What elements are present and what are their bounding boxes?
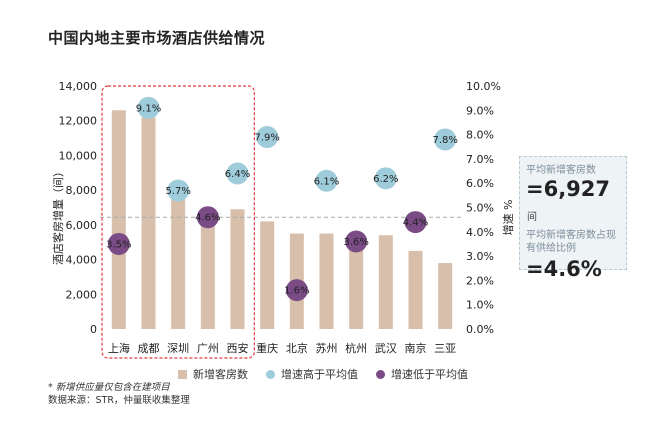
bar-广州 bbox=[200, 216, 215, 329]
growth-label-北京: 1.6% bbox=[284, 286, 309, 297]
avg-ratio-label: 平均新增客房数占现有供给比例 bbox=[526, 230, 616, 254]
x-tick-label: 上海 bbox=[108, 341, 130, 355]
y2-tick-label: 8.0% bbox=[466, 129, 494, 142]
growth-label-杭州: 3.6% bbox=[343, 237, 368, 248]
x-tick-label: 北京 bbox=[286, 341, 308, 355]
growth-label-三亚: 7.8% bbox=[432, 135, 457, 146]
bar-深圳 bbox=[171, 198, 186, 329]
x-tick-label: 武汉 bbox=[375, 342, 397, 355]
growth-bubble-北京 bbox=[285, 279, 308, 302]
x-tick-label: 南京 bbox=[405, 341, 427, 355]
growth-label-重庆: 7.9% bbox=[254, 133, 279, 144]
growth-label-上海: 3.5% bbox=[106, 239, 131, 250]
legend-swatch-bars bbox=[178, 369, 187, 379]
bar-上海 bbox=[111, 110, 126, 329]
growth-label-苏州: 6.1% bbox=[314, 176, 339, 187]
growth-bubble-武汉 bbox=[374, 167, 397, 190]
growth-label-广州: 4.6% bbox=[195, 213, 220, 224]
chart-title: 中国内地主要市场酒店供给情况 bbox=[48, 29, 266, 47]
avg-rooms-unit: 间 bbox=[527, 212, 537, 223]
growth-bubble-苏州 bbox=[315, 169, 338, 192]
y2-tick-label: 2.0% bbox=[466, 274, 494, 287]
y2-tick-label: 4.0% bbox=[466, 226, 494, 239]
y-tick-label: 14,000 bbox=[59, 80, 98, 93]
avg-ratio-value: =4.6% bbox=[526, 257, 602, 281]
x-tick-label: 西安 bbox=[227, 341, 249, 355]
growth-label-成都: 9.1% bbox=[136, 103, 161, 114]
x-tick-label: 苏州 bbox=[316, 342, 338, 355]
y-tick-label: 8,000 bbox=[66, 184, 98, 197]
y-tick-label: 4,000 bbox=[66, 254, 98, 267]
x-tick-label: 成都 bbox=[138, 342, 160, 355]
bar-成都 bbox=[141, 117, 156, 329]
growth-bubble-杭州 bbox=[345, 230, 368, 253]
y-tick-label: 12,000 bbox=[59, 115, 98, 128]
avg-rooms-number: =6,927 bbox=[526, 177, 611, 201]
footnote-scope: * 新增供应量仅包含在建项目 bbox=[48, 382, 170, 393]
highlight-box bbox=[101, 85, 255, 359]
summary-box: 平均新增客房数 =6,927 间 平均新增客房数占现有供给比例 =4.6% bbox=[519, 156, 627, 281]
x-tick-label: 杭州 bbox=[345, 341, 367, 355]
x-tick-label: 深圳 bbox=[167, 342, 189, 355]
bar-三亚 bbox=[438, 263, 453, 329]
growth-label-南京: 4.4% bbox=[403, 218, 428, 229]
y-tick-label: 6,000 bbox=[66, 219, 98, 232]
bar-重庆 bbox=[260, 221, 275, 329]
bar-苏州 bbox=[319, 233, 334, 329]
x-tick-label: 广州 bbox=[197, 342, 219, 355]
legend-label-above: 增速高于平均值 bbox=[281, 368, 358, 381]
y2-tick-label: 6.0% bbox=[466, 177, 494, 190]
legend-item-above: 增速高于平均值 bbox=[266, 366, 358, 382]
y-tick-label: 10,000 bbox=[59, 149, 98, 162]
footnotes: * 新增供应量仅包含在建项目 数据来源：STR，仲量联收集整理 bbox=[48, 381, 190, 407]
growth-bubble-成都 bbox=[137, 96, 160, 119]
growth-bubble-三亚 bbox=[434, 128, 457, 151]
y2-tick-label: 1.0% bbox=[466, 299, 494, 312]
bar-杭州 bbox=[349, 235, 364, 329]
avg-rooms-value: =6,927 间 bbox=[526, 177, 620, 225]
growth-label-西安: 6.4% bbox=[225, 169, 250, 180]
legend-label-bars: 新增客房数 bbox=[193, 368, 248, 381]
growth-bubble-西安 bbox=[226, 162, 249, 185]
bar-西安 bbox=[230, 209, 245, 329]
legend-item-bars: 新增客房数 bbox=[178, 366, 248, 382]
footnote-source: 数据来源：STR，仲量联收集整理 bbox=[48, 395, 190, 406]
y2-tick-label: 7.0% bbox=[466, 153, 494, 166]
y-axis-title: 酒店客房增量（间） bbox=[51, 166, 65, 265]
legend-swatch-above bbox=[266, 369, 275, 379]
y2-tick-label: 9.0% bbox=[466, 104, 494, 117]
legend-swatch-below bbox=[376, 369, 385, 379]
growth-bubble-上海 bbox=[107, 232, 130, 255]
y2-tick-label: 0.0% bbox=[466, 323, 494, 336]
legend-label-below: 增速低于平均值 bbox=[391, 368, 468, 381]
bar-南京 bbox=[408, 250, 423, 329]
bar-武汉 bbox=[378, 235, 393, 329]
y2-tick-label: 5.0% bbox=[466, 202, 494, 215]
legend-item-below: 增速低于平均值 bbox=[376, 366, 468, 382]
avg-rooms-label: 平均新增客房数 bbox=[526, 165, 596, 176]
y2-tick-label: 3.0% bbox=[466, 250, 494, 263]
y-tick-label: 2,000 bbox=[66, 288, 98, 301]
growth-label-深圳: 5.7% bbox=[165, 186, 190, 197]
y-tick-label: 0 bbox=[90, 323, 97, 336]
growth-bubble-南京 bbox=[404, 211, 427, 234]
x-tick-label: 三亚 bbox=[434, 342, 456, 355]
x-tick-label: 重庆 bbox=[256, 341, 278, 355]
growth-label-武汉: 6.2% bbox=[373, 174, 398, 185]
growth-bubble-深圳 bbox=[167, 179, 190, 202]
y2-tick-label: 10.0% bbox=[466, 80, 501, 93]
y2-axis-title: 增速 % bbox=[501, 200, 515, 236]
growth-bubble-广州 bbox=[196, 206, 219, 229]
legend: 新增客房数 增速高于平均值 增速低于平均值 bbox=[178, 366, 468, 382]
growth-bubble-重庆 bbox=[256, 126, 279, 149]
